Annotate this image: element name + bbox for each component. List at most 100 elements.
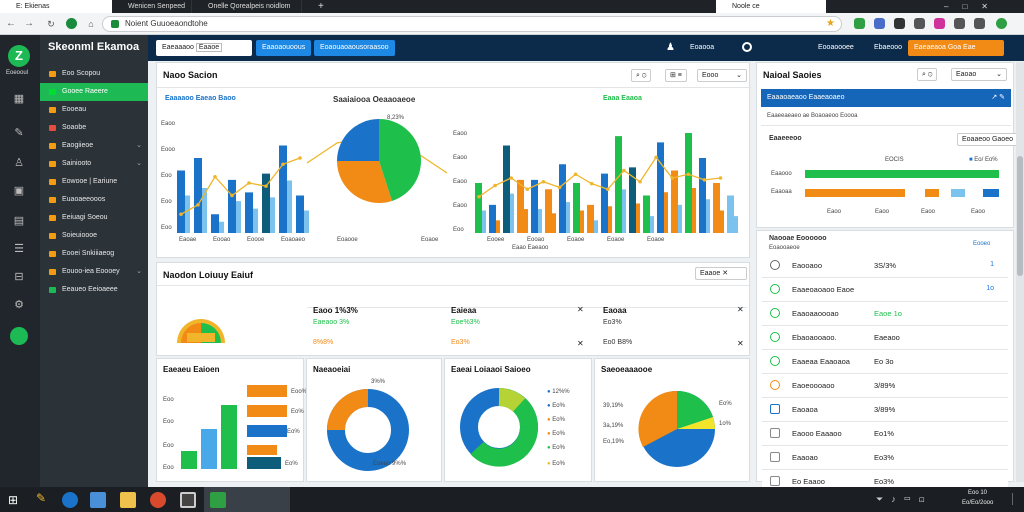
bar [545, 189, 552, 233]
scrollbar[interactable] [1016, 62, 1024, 482]
tools-icon[interactable]: ✎ [14, 127, 24, 139]
list-row[interactable]: Ebaoaooaoo. Eaeaoo [762, 326, 1008, 350]
toolbar-link-2[interactable]: Ebaeooo [868, 40, 908, 56]
extension-icon[interactable] [974, 18, 985, 29]
close-icon[interactable]: ✕ [577, 305, 584, 314]
bookmark-star-icon[interactable]: ★ [826, 18, 835, 29]
list-row[interactable]: Eaoaoa 3/89% [762, 398, 1008, 422]
nav-item[interactable]: Eouoo-iea Eoooey ⌄ [40, 263, 148, 281]
user-menu[interactable]: Eoaooa [684, 40, 720, 56]
list-row[interactable]: Eaooo Eaaaoo Eo1% [762, 422, 1008, 446]
toolbar-tab-2[interactable]: Eaaoaouoous [256, 40, 312, 56]
nav-item[interactable]: Eeaueo Eeioaeee [40, 281, 148, 299]
folder-icon[interactable] [120, 492, 136, 508]
bar [496, 220, 500, 233]
scrollbar-thumb[interactable] [1017, 156, 1023, 276]
bar [734, 216, 738, 233]
nav-item[interactable]: Soieuioooe [40, 227, 148, 245]
list-row[interactable]: Eaaoao Eo3% [762, 446, 1008, 470]
list-row-name: Eaaoaaoooao [792, 309, 839, 318]
url-input[interactable]: Noient Guuoeaondtohe ★ [102, 16, 842, 32]
checkbox-icon[interactable] [770, 404, 780, 414]
nav-item[interactable]: Eooei Snkiiiaeog [40, 245, 148, 263]
search-icon[interactable]: ⌕ ⊙ [631, 69, 652, 82]
legend-label: Eo% [552, 461, 565, 467]
toolbar-link-1[interactable]: Eooaoooee [812, 40, 860, 56]
nav-item[interactable]: Sainiooto ⌄ [40, 155, 148, 173]
checkbox-icon[interactable] [770, 428, 780, 438]
home-icon[interactable]: ⌂ [88, 19, 94, 29]
nav-item[interactable]: Eoo Scopou [40, 65, 148, 83]
nav-item[interactable]: Eowooe | Eariune [40, 173, 148, 191]
close-icon[interactable]: ✕ [577, 339, 584, 348]
summary-dropdown[interactable]: Eaaoe ✕ [695, 267, 747, 280]
main-chart-svg: Eaoo Eooo Eoo Eoo Eoo Eaoae Eooao Eoooe Eoaoaeo 8… [161, 115, 738, 251]
extension-icon[interactable] [874, 18, 885, 29]
inbox-icon[interactable]: ⊟ [14, 271, 24, 283]
window-controls[interactable]: –□✕ [944, 2, 1002, 11]
checkbox-icon[interactable] [770, 476, 780, 486]
table-icon[interactable]: ☰ [14, 243, 24, 255]
search-icon[interactable]: ⌕ ⊙ [917, 68, 938, 81]
extension-icon[interactable] [854, 18, 865, 29]
browser-edge-icon[interactable] [62, 492, 78, 508]
bar [211, 214, 219, 233]
extension-icon[interactable] [894, 18, 905, 29]
start-icon[interactable]: ⊞ [8, 493, 19, 507]
list-row[interactable]: Eaooaoo 3S/3% 1 [762, 254, 1008, 278]
nav-item[interactable]: Euaoaeeooos [40, 191, 148, 209]
close-icon[interactable]: ✕ [737, 339, 744, 348]
user-icon[interactable]: ♙ [14, 157, 24, 169]
filter-icon[interactable]: ⊞ ≡ [665, 69, 687, 82]
nav-item[interactable]: Soaobe [40, 119, 148, 137]
new-tab-icon[interactable]: + [318, 1, 324, 12]
close-icon[interactable]: ✕ [737, 305, 744, 314]
profile-icon[interactable] [996, 18, 1007, 29]
extension-icon[interactable] [914, 18, 925, 29]
forward-icon[interactable]: → [24, 18, 34, 29]
back-icon[interactable]: ← [6, 18, 16, 29]
nav-item-active[interactable]: Gooee Raeere [40, 83, 148, 101]
list-row[interactable]: Eaaeoaoaoo Eaoe 1o [762, 278, 1008, 302]
banner[interactable]: Eaaaoaeaoo Eaaeaoaeo ↗ ✎ [761, 89, 1011, 107]
store-icon[interactable] [90, 492, 106, 508]
pen-icon[interactable]: ✎ [36, 491, 47, 505]
nav-item[interactable]: Eooeau [40, 101, 148, 119]
list-row-name: Eaaeoaoaoo Eaoe [792, 285, 855, 294]
extension-icon[interactable] [954, 18, 965, 29]
browser-tab[interactable]: Onelle Qorealpeis noidlom [192, 0, 302, 13]
extension-icon[interactable] [934, 18, 945, 29]
browser-tab[interactable]: Wenicen Senpeed [112, 0, 192, 13]
tray-icons[interactable]: ⏷♪▭⊡ [876, 494, 933, 504]
chat-icon[interactable] [10, 327, 28, 345]
active-app-slot[interactable] [204, 487, 290, 512]
pie-slice [638, 390, 677, 447]
nav-item[interactable]: Eeiuagi Soeou [40, 209, 148, 227]
right-panel-title: Naioal Saoies [763, 70, 822, 80]
box-icon[interactable]: ▣ [13, 185, 25, 197]
list-row[interactable]: Eaaoaaoooao Eaoe 1o [762, 302, 1008, 326]
chrome-icon[interactable] [150, 492, 166, 508]
app-icon[interactable] [180, 492, 196, 508]
cta-button[interactable]: Eaeaeaoa Goa Eae [908, 40, 1004, 56]
browser-tab[interactable]: Noole ce [716, 0, 826, 13]
nav-item[interactable]: Eaogiieoe ⌄ [40, 137, 148, 155]
list-row[interactable]: Eaaeaa Eaaoaoa Eo 3o [762, 350, 1008, 374]
bar-section-chip[interactable]: Eoaaeoo Gaoeo [957, 133, 1018, 146]
show-desktop-button[interactable] [1012, 493, 1020, 505]
toolbar-tab-1[interactable]: Eaeaaaoo Eaaoe [156, 40, 252, 56]
y-tick: Eaoo [453, 179, 468, 185]
app-logo[interactable]: Z [8, 45, 30, 67]
right-dropdown[interactable]: Eaoao ⌄ [951, 68, 1007, 81]
browser-tab[interactable]: E: Ekienas [0, 0, 112, 13]
dashboard-icon[interactable]: ▦ [13, 93, 25, 105]
bar [247, 425, 287, 437]
toolbar-tab-3[interactable]: Eoaouaoaousoraasoo [314, 40, 395, 56]
period-dropdown[interactable]: Eooo ⌄ [697, 69, 747, 82]
notification-icon[interactable]: ♟ [666, 42, 675, 53]
settings-icon[interactable]: ⚙ [14, 299, 24, 311]
grid-icon[interactable]: ▤ [13, 215, 25, 227]
list-row[interactable]: Eaoeoooaoo 3/89% [762, 374, 1008, 398]
reload-icon[interactable]: ↻ [47, 19, 55, 29]
checkbox-icon[interactable] [770, 452, 780, 462]
